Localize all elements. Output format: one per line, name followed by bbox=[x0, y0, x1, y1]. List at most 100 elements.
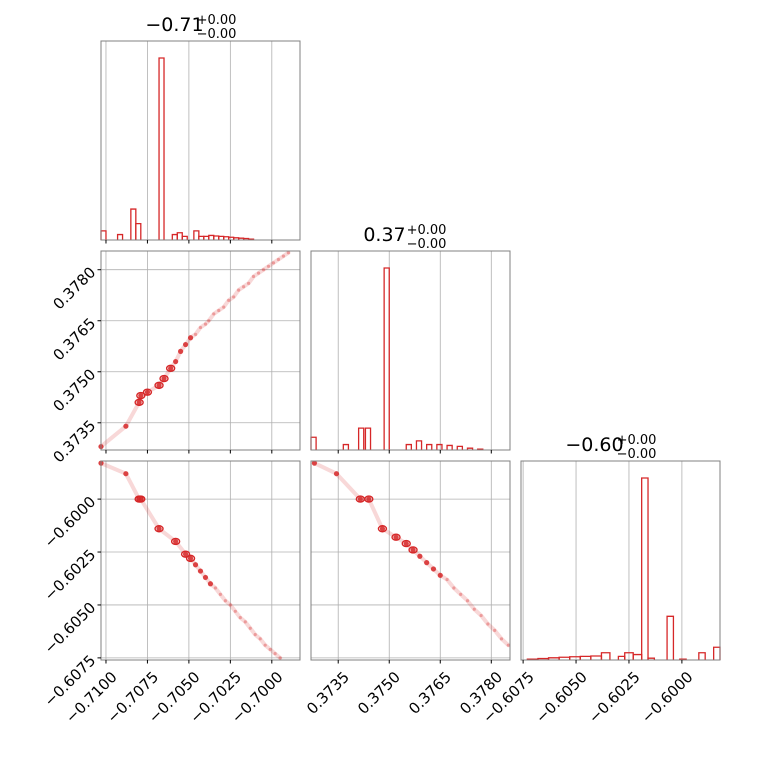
panel-2-2: −0.60+0.00−0.00 bbox=[520, 433, 721, 664]
sample-point bbox=[256, 271, 261, 275]
sample-point bbox=[424, 560, 430, 566]
sample-point bbox=[276, 257, 281, 262]
sample-point bbox=[232, 295, 236, 299]
x-tick-label: 0.3765 bbox=[405, 668, 455, 718]
contour-ring bbox=[165, 364, 176, 373]
histogram-bin bbox=[310, 436, 317, 450]
sample-point bbox=[493, 628, 497, 632]
sample-point bbox=[281, 254, 286, 258]
histogram-bin bbox=[579, 655, 592, 660]
panel-2-0 bbox=[97, 460, 301, 664]
sample-point bbox=[202, 574, 209, 581]
histogram-bin bbox=[171, 233, 178, 240]
y-tick-label: 0.3765 bbox=[50, 314, 100, 364]
contour-ring bbox=[408, 546, 418, 554]
param-title-lower-error: −0.00 bbox=[197, 27, 237, 42]
contour-ring bbox=[136, 495, 146, 503]
histogram-bin bbox=[456, 445, 464, 450]
histogram-bin bbox=[590, 655, 603, 660]
contour-ring bbox=[170, 537, 181, 546]
sample-point bbox=[197, 568, 204, 574]
histogram-bin bbox=[176, 232, 183, 240]
sample-point bbox=[486, 622, 490, 626]
sample-point bbox=[193, 332, 198, 336]
contour-ring bbox=[154, 525, 164, 533]
sample-point bbox=[138, 392, 144, 399]
param-title: −0.71 bbox=[145, 14, 203, 36]
x-tick-label: −0.6000 bbox=[638, 668, 697, 727]
histogram-bin bbox=[383, 267, 390, 450]
sample-point bbox=[242, 285, 246, 289]
sample-point bbox=[187, 555, 194, 561]
sample-point bbox=[168, 365, 174, 371]
param-title-upper-error: +0.00 bbox=[617, 433, 657, 448]
contour-ring bbox=[159, 374, 169, 383]
sample-point bbox=[217, 308, 221, 313]
param-title: −0.60 bbox=[565, 434, 623, 456]
contour-ring bbox=[401, 539, 411, 548]
sample-point bbox=[410, 547, 416, 553]
sample-point bbox=[213, 586, 218, 590]
panel-frame bbox=[310, 460, 511, 661]
panel-1-0 bbox=[97, 250, 301, 454]
sample-point bbox=[187, 335, 194, 341]
sample-point bbox=[156, 382, 162, 388]
histogram-bin bbox=[666, 615, 675, 660]
y-tick-label: 0.3780 bbox=[50, 263, 100, 313]
sample-point bbox=[465, 599, 470, 603]
histogram-bin bbox=[135, 222, 142, 240]
sample-point bbox=[212, 312, 216, 316]
sample-point bbox=[227, 298, 231, 302]
sample-point bbox=[243, 620, 247, 624]
sample-point bbox=[228, 603, 232, 607]
histogram-bin bbox=[415, 440, 423, 450]
sample-point bbox=[366, 496, 372, 502]
sample-point bbox=[258, 637, 262, 641]
y-tick-label: −0.6025 bbox=[41, 546, 100, 605]
histogram-bin bbox=[218, 235, 225, 240]
histogram-bin bbox=[466, 447, 474, 450]
sample-point bbox=[479, 613, 483, 618]
x-tick-label: −0.6050 bbox=[532, 668, 591, 727]
contour-ring bbox=[154, 381, 164, 390]
panel-frame bbox=[100, 40, 301, 241]
sample-point bbox=[333, 471, 340, 477]
sample-point bbox=[144, 389, 151, 395]
sample-point bbox=[445, 577, 449, 582]
sample-point bbox=[198, 325, 203, 330]
sample-point bbox=[207, 319, 211, 323]
sample-point bbox=[253, 632, 257, 637]
histogram-bin bbox=[436, 443, 443, 450]
histogram-bin bbox=[158, 57, 165, 240]
histogram-bin bbox=[181, 235, 188, 240]
histogram-bin bbox=[198, 235, 205, 240]
sample-point bbox=[403, 540, 409, 547]
sample-point bbox=[266, 264, 271, 268]
histogram-bin bbox=[130, 208, 137, 240]
sample-point bbox=[223, 599, 227, 603]
histogram-bin bbox=[426, 443, 433, 450]
histogram-bin bbox=[446, 444, 453, 450]
sample-point bbox=[472, 607, 476, 611]
panel-2-1 bbox=[310, 460, 511, 664]
histogram-bin bbox=[357, 427, 365, 450]
sample-point bbox=[207, 581, 214, 587]
sample-point bbox=[278, 656, 282, 660]
panel-frame bbox=[310, 250, 511, 451]
sample-point bbox=[173, 358, 179, 365]
y-tick-label: −0.6050 bbox=[41, 599, 100, 658]
y-tick-label: 0.3735 bbox=[50, 416, 100, 466]
param-title-upper-error: +0.00 bbox=[197, 13, 237, 28]
sample-point bbox=[156, 526, 162, 532]
param-title-lower-error: −0.00 bbox=[407, 237, 447, 252]
sample-point bbox=[452, 586, 456, 590]
sample-point bbox=[251, 274, 256, 279]
sample-point bbox=[437, 572, 443, 578]
contour-ring bbox=[142, 388, 153, 396]
sample-point bbox=[238, 616, 242, 620]
sample-point bbox=[417, 553, 423, 559]
param-title-lower-error: −0.00 bbox=[617, 447, 657, 462]
histogram-bin bbox=[698, 652, 706, 660]
